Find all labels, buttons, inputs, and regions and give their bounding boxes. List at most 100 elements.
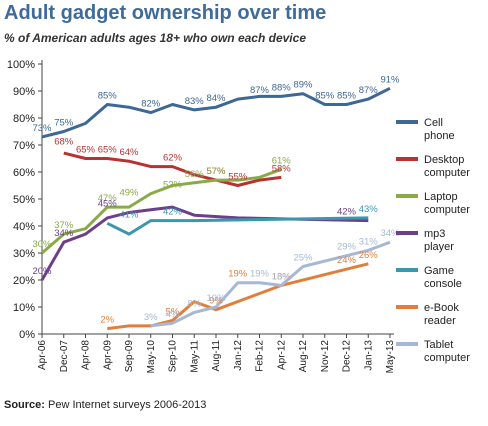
legend-label-mp3-player: mp3 player [424,228,454,253]
data-label-laptop-computer: 52% [163,180,183,191]
x-tick-label: May-10 [146,340,157,374]
data-label-cell-phone: 75% [54,118,74,129]
data-label-laptop-computer: 56% [185,169,205,180]
data-label-laptop-computer: 37% [54,220,74,231]
data-label-mp3-player: 45% [98,199,118,210]
y-tick-label: 90% [13,86,35,98]
data-label-mp3-player: 42% [337,207,357,218]
data-label-mp3-player: 20% [32,266,52,277]
data-label-laptop-computer: 49% [119,188,139,199]
x-tick-label: May-13 [385,340,396,374]
data-label-desktop-computer: 64% [119,147,139,158]
source-text: Pew Internet surveys 2006-2013 [48,399,207,411]
chart-title: Adult gadget ownership over time [4,2,327,24]
series-line-laptop-computer [41,167,282,255]
data-label-desktop-computer: 55% [228,172,248,183]
data-label-desktop-computer: 65% [76,145,96,156]
data-label-tablet-computer: 4% [166,309,180,320]
chart-subtitle: % of American adults ages 18+ who own ea… [4,31,306,45]
y-tick-label: 20% [13,275,35,287]
legend-label-e-book-reader: e-Book reader [424,302,459,327]
data-label-tablet-computer: 25% [293,253,313,264]
chart-source: Source: Pew Internet surveys 2006-2013 [4,399,206,411]
legend-label-tablet-computer: Tablet computer [424,339,470,364]
chart-legend: Cell phone Desktop computer Laptop computer mp… [396,117,470,364]
y-tick-label: 70% [13,140,35,152]
data-label-tablet-computer: 3% [144,312,158,323]
chart-series [40,86,391,331]
data-label-desktop-computer: 65% [98,145,118,156]
chart-data-labels: 73% 75%85%82% 83% 84%87% 88% 89%85% 85% 87%91%6… [32,74,400,325]
data-label-laptop-computer: 30% [32,239,52,250]
y-tick-label: 40% [13,221,35,233]
data-label-cell-phone: 87% [250,85,270,96]
series-line-mp3-player [40,205,369,281]
data-label-game-console: 42% [163,207,183,218]
x-tick-label: Apr-09 [102,340,113,370]
data-label-cell-phone: 84% [206,93,226,104]
data-label-desktop-computer: 68% [54,136,74,147]
source-label: Source: [4,399,45,411]
x-tick-label: Apr-12 [276,340,287,370]
x-tick-label: Dec-07 [59,340,70,373]
data-label-game-console: 41% [119,209,139,220]
data-label-tablet-computer: 10% [206,293,226,304]
data-label-cell-phone: 89% [293,80,313,91]
data-label-tablet-computer: 29% [337,242,357,253]
data-label-e-book-reader: 19% [228,269,248,280]
data-label-desktop-computer: 62% [163,153,183,164]
x-tick-label: Sep-10 [168,340,179,373]
x-tick-label: Sep-09 [124,340,135,373]
y-tick-label: 60% [13,167,35,179]
data-label-tablet-computer: 34% [380,228,400,239]
data-label-tablet-computer: 31% [359,236,379,247]
data-label-laptop-computer: 61% [272,155,292,166]
data-label-tablet-computer: 8% [187,298,201,309]
data-label-cell-phone: 88% [272,82,292,93]
data-label-cell-phone: 83% [185,96,205,107]
data-label-e-book-reader: 5% [166,307,180,318]
data-label-cell-phone: 73% [32,123,52,134]
data-label-e-book-reader: 18% [272,271,292,282]
series-line-cell-phone [41,86,391,139]
data-label-desktop-computer: 57% [206,166,226,177]
data-label-cell-phone: 82% [141,99,161,110]
data-label-laptop-computer: 57% [206,166,226,177]
data-label-cell-phone: 87% [359,85,379,96]
data-label-cell-phone: 85% [98,91,118,102]
x-tick-label: Dec-12 [342,340,353,373]
legend-label-game-console: Game console [424,265,462,290]
x-tick-label: Aug-12 [298,340,309,373]
series-line-desktop-computer [63,151,282,187]
x-tick-label: Apr-06 [37,340,48,370]
legend-label-cell-phone: Cell phone [424,117,455,142]
y-tick-label: 100% [7,59,35,71]
y-tick-label: 50% [13,194,35,206]
x-tick-label: Jan-12 [233,340,244,371]
data-label-game-console: 43% [359,204,379,215]
series-line-tablet-computer [150,240,391,328]
x-tick-label: Nov-12 [320,340,331,373]
y-tick-label: 30% [13,248,35,260]
data-label-e-book-reader: 26% [359,250,379,261]
x-tick-label: Feb-12 [255,340,266,372]
series-line-game-console [106,216,369,236]
data-label-cell-phone: 85% [337,91,357,102]
x-tick-label: Apr-08 [81,340,92,370]
x-tick-label: May-11 [189,340,200,373]
data-label-e-book-reader: 24% [337,255,357,266]
y-tick-label: 0% [19,329,35,341]
data-label-desktop-computer: 58% [272,163,292,174]
x-tick-label: Aug-11 [211,340,222,372]
legend-label-desktop-computer: Desktop computer [424,154,470,179]
data-label-tablet-computer: 18% [272,271,292,282]
data-label-tablet-computer: 19% [250,269,270,280]
data-label-e-book-reader: 9% [209,296,223,307]
series-line-e-book-reader [107,262,369,331]
legend-label-laptop-computer: Laptop computer [424,191,470,216]
chart-axes: 0% 10% 20% 30% 40% 50% 60% 70% 80% 90% 100% Apr-06 D… [7,59,396,373]
data-label-cell-phone: 91% [380,74,400,85]
data-label-e-book-reader: 2% [100,315,114,326]
x-tick-label: Jan-13 [363,340,374,371]
data-label-laptop-computer: 47% [98,193,118,204]
